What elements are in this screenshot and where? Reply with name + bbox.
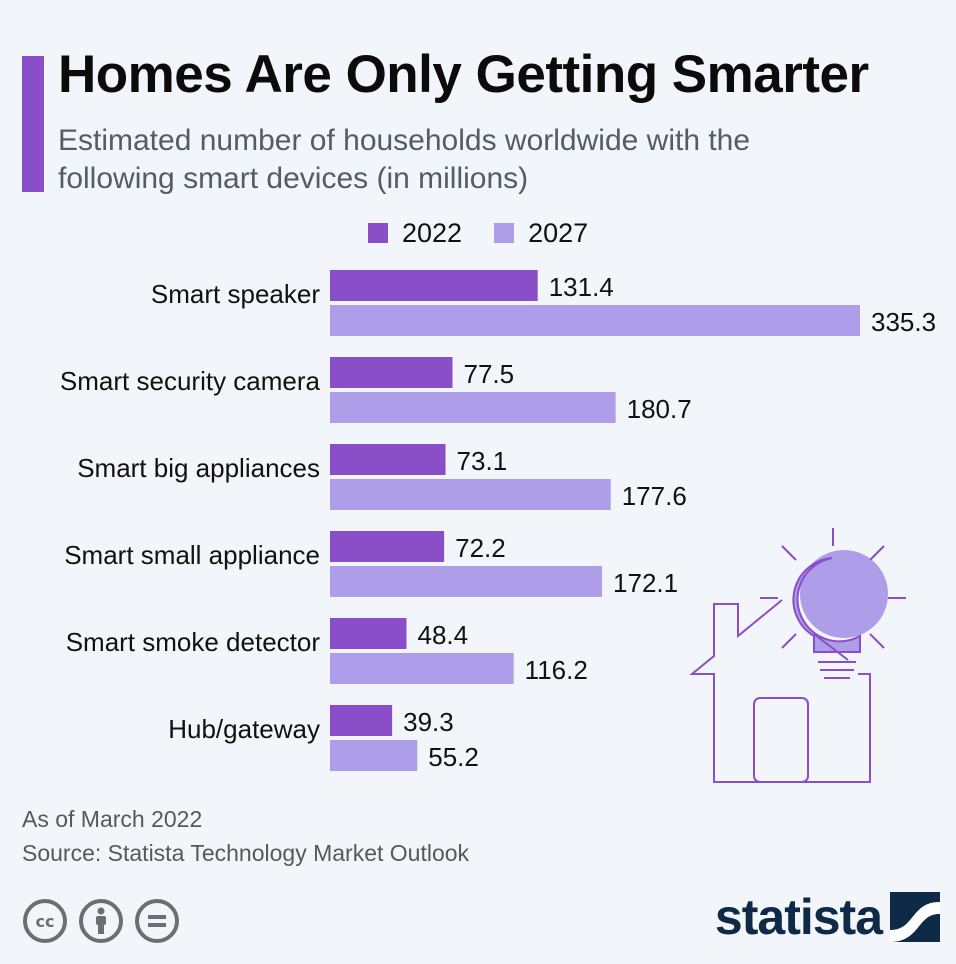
- bar-2022: [330, 270, 538, 301]
- statista-wordmark: statista: [714, 889, 883, 945]
- data-label-2022: 73.1: [457, 446, 508, 476]
- data-label-2027: 180.7: [627, 394, 692, 424]
- bar-2027: [330, 740, 418, 771]
- data-label-2027: 335.3: [871, 307, 936, 337]
- bar-2022: [330, 618, 407, 649]
- statista-brand[interactable]: statista: [715, 888, 940, 946]
- bar-2027: [330, 653, 514, 684]
- legend-swatch-2027: [494, 223, 515, 243]
- bar-2022: [330, 357, 453, 388]
- footnote-source: Source: Statista Technology Market Outlo…: [22, 840, 470, 866]
- bar-2022: [330, 705, 393, 736]
- bar-2027: [330, 392, 616, 423]
- house-door-icon: [753, 697, 809, 783]
- creative-commons-icon[interactable]: cc: [22, 898, 68, 944]
- data-label-2022: 48.4: [418, 620, 469, 650]
- data-label-2027: 116.2: [525, 655, 588, 685]
- category-label: Hub/gateway: [168, 714, 320, 744]
- svg-text:cc: cc: [36, 912, 55, 931]
- legend-item-2022: 2022: [368, 218, 462, 249]
- statista-logo-icon: [890, 892, 940, 942]
- chart-subtitle: Estimated number of households worldwide…: [58, 124, 751, 195]
- title-accent-bar: [22, 56, 44, 192]
- house-outline-icon: [689, 599, 871, 783]
- data-label-2022: 131.4: [549, 272, 614, 302]
- bulb-outline-icon: [792, 557, 861, 653]
- legend-label-2027: 2027: [528, 217, 589, 248]
- bar-2022: [330, 531, 445, 562]
- footnote: As of March 2022 Source: Statista Techno…: [22, 802, 469, 870]
- category-label: Smart security camera: [60, 366, 321, 396]
- light-ray: [781, 633, 797, 649]
- bulb-glow-icon: [800, 550, 888, 638]
- bar-2027: [330, 566, 603, 597]
- bars-layer: Smart speaker 131.4 335.3 Smart security ca…: [60, 270, 936, 772]
- category-label: Smart smoke detector: [66, 627, 321, 657]
- category-label: Smart big appliances: [77, 453, 320, 483]
- legend-swatch-2022: [368, 223, 388, 243]
- data-label-2027: 55.2: [428, 742, 479, 772]
- data-label-2022: 39.3: [403, 707, 454, 737]
- bar-2022: [330, 444, 446, 475]
- bar-2027: [330, 479, 611, 510]
- legend: 2022 2027: [368, 216, 588, 250]
- attribution-icon[interactable]: [78, 898, 124, 944]
- data-label-2022: 77.5: [464, 359, 515, 389]
- light-ray: [781, 545, 797, 561]
- smart-home-lightbulb-illustration: [689, 528, 906, 783]
- data-label-2027: 172.1: [613, 568, 678, 598]
- footnote-date: As of March 2022: [22, 806, 203, 832]
- legend-item-2027: 2027: [494, 218, 588, 249]
- category-label: Smart speaker: [151, 279, 320, 309]
- chart-title: Homes Are Only Getting Smarter: [58, 45, 869, 104]
- bar-chart: Smart speaker 131.4 335.3 Smart security ca…: [60, 270, 936, 783]
- data-label-2022: 72.2: [455, 533, 506, 563]
- category-label: Smart small appliance: [64, 540, 320, 570]
- no-derivatives-icon[interactable]: [134, 898, 180, 944]
- bar-2027: [330, 305, 860, 336]
- legend-label-2022: 2022: [402, 217, 463, 248]
- data-label-2027: 177.6: [622, 481, 687, 511]
- light-ray: [869, 545, 885, 561]
- light-ray: [869, 633, 885, 649]
- license-icons: cc: [22, 898, 180, 944]
